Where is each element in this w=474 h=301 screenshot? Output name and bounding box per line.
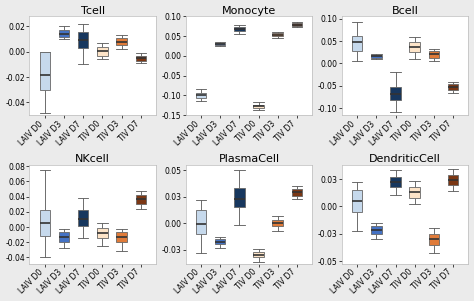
Bar (253, 252, 264, 257)
Bar (292, 189, 302, 196)
Title: Bcell: Bcell (392, 5, 419, 16)
Bar (410, 42, 420, 52)
Bar (352, 36, 363, 51)
Bar (371, 226, 382, 234)
Bar (371, 55, 382, 57)
Bar (390, 87, 401, 100)
Bar (59, 30, 69, 37)
Bar (410, 187, 420, 198)
Title: Tcell: Tcell (81, 5, 105, 16)
Bar (196, 93, 206, 98)
Bar (39, 210, 50, 236)
Bar (136, 195, 146, 204)
Bar (448, 84, 458, 89)
Bar (273, 220, 283, 226)
Bar (428, 234, 439, 245)
Bar (292, 23, 302, 26)
Bar (428, 51, 439, 58)
Bar (97, 47, 108, 56)
Bar (97, 228, 108, 238)
Bar (253, 105, 264, 108)
Bar (78, 210, 89, 226)
Bar (273, 33, 283, 36)
Title: Monocyte: Monocyte (222, 5, 276, 16)
Title: PlasmaCell: PlasmaCell (219, 154, 280, 164)
Bar (234, 188, 245, 207)
Bar (215, 43, 226, 45)
Bar (234, 27, 245, 31)
Title: DendriticCell: DendriticCell (369, 154, 441, 164)
Bar (39, 52, 50, 90)
Bar (136, 56, 146, 61)
Bar (448, 175, 458, 185)
Bar (196, 210, 206, 234)
Bar (116, 38, 127, 45)
Bar (59, 231, 69, 242)
Bar (116, 231, 127, 242)
Bar (215, 239, 226, 244)
Bar (352, 190, 363, 212)
Bar (390, 177, 401, 187)
Bar (78, 32, 89, 48)
Title: NKcell: NKcell (75, 154, 110, 164)
